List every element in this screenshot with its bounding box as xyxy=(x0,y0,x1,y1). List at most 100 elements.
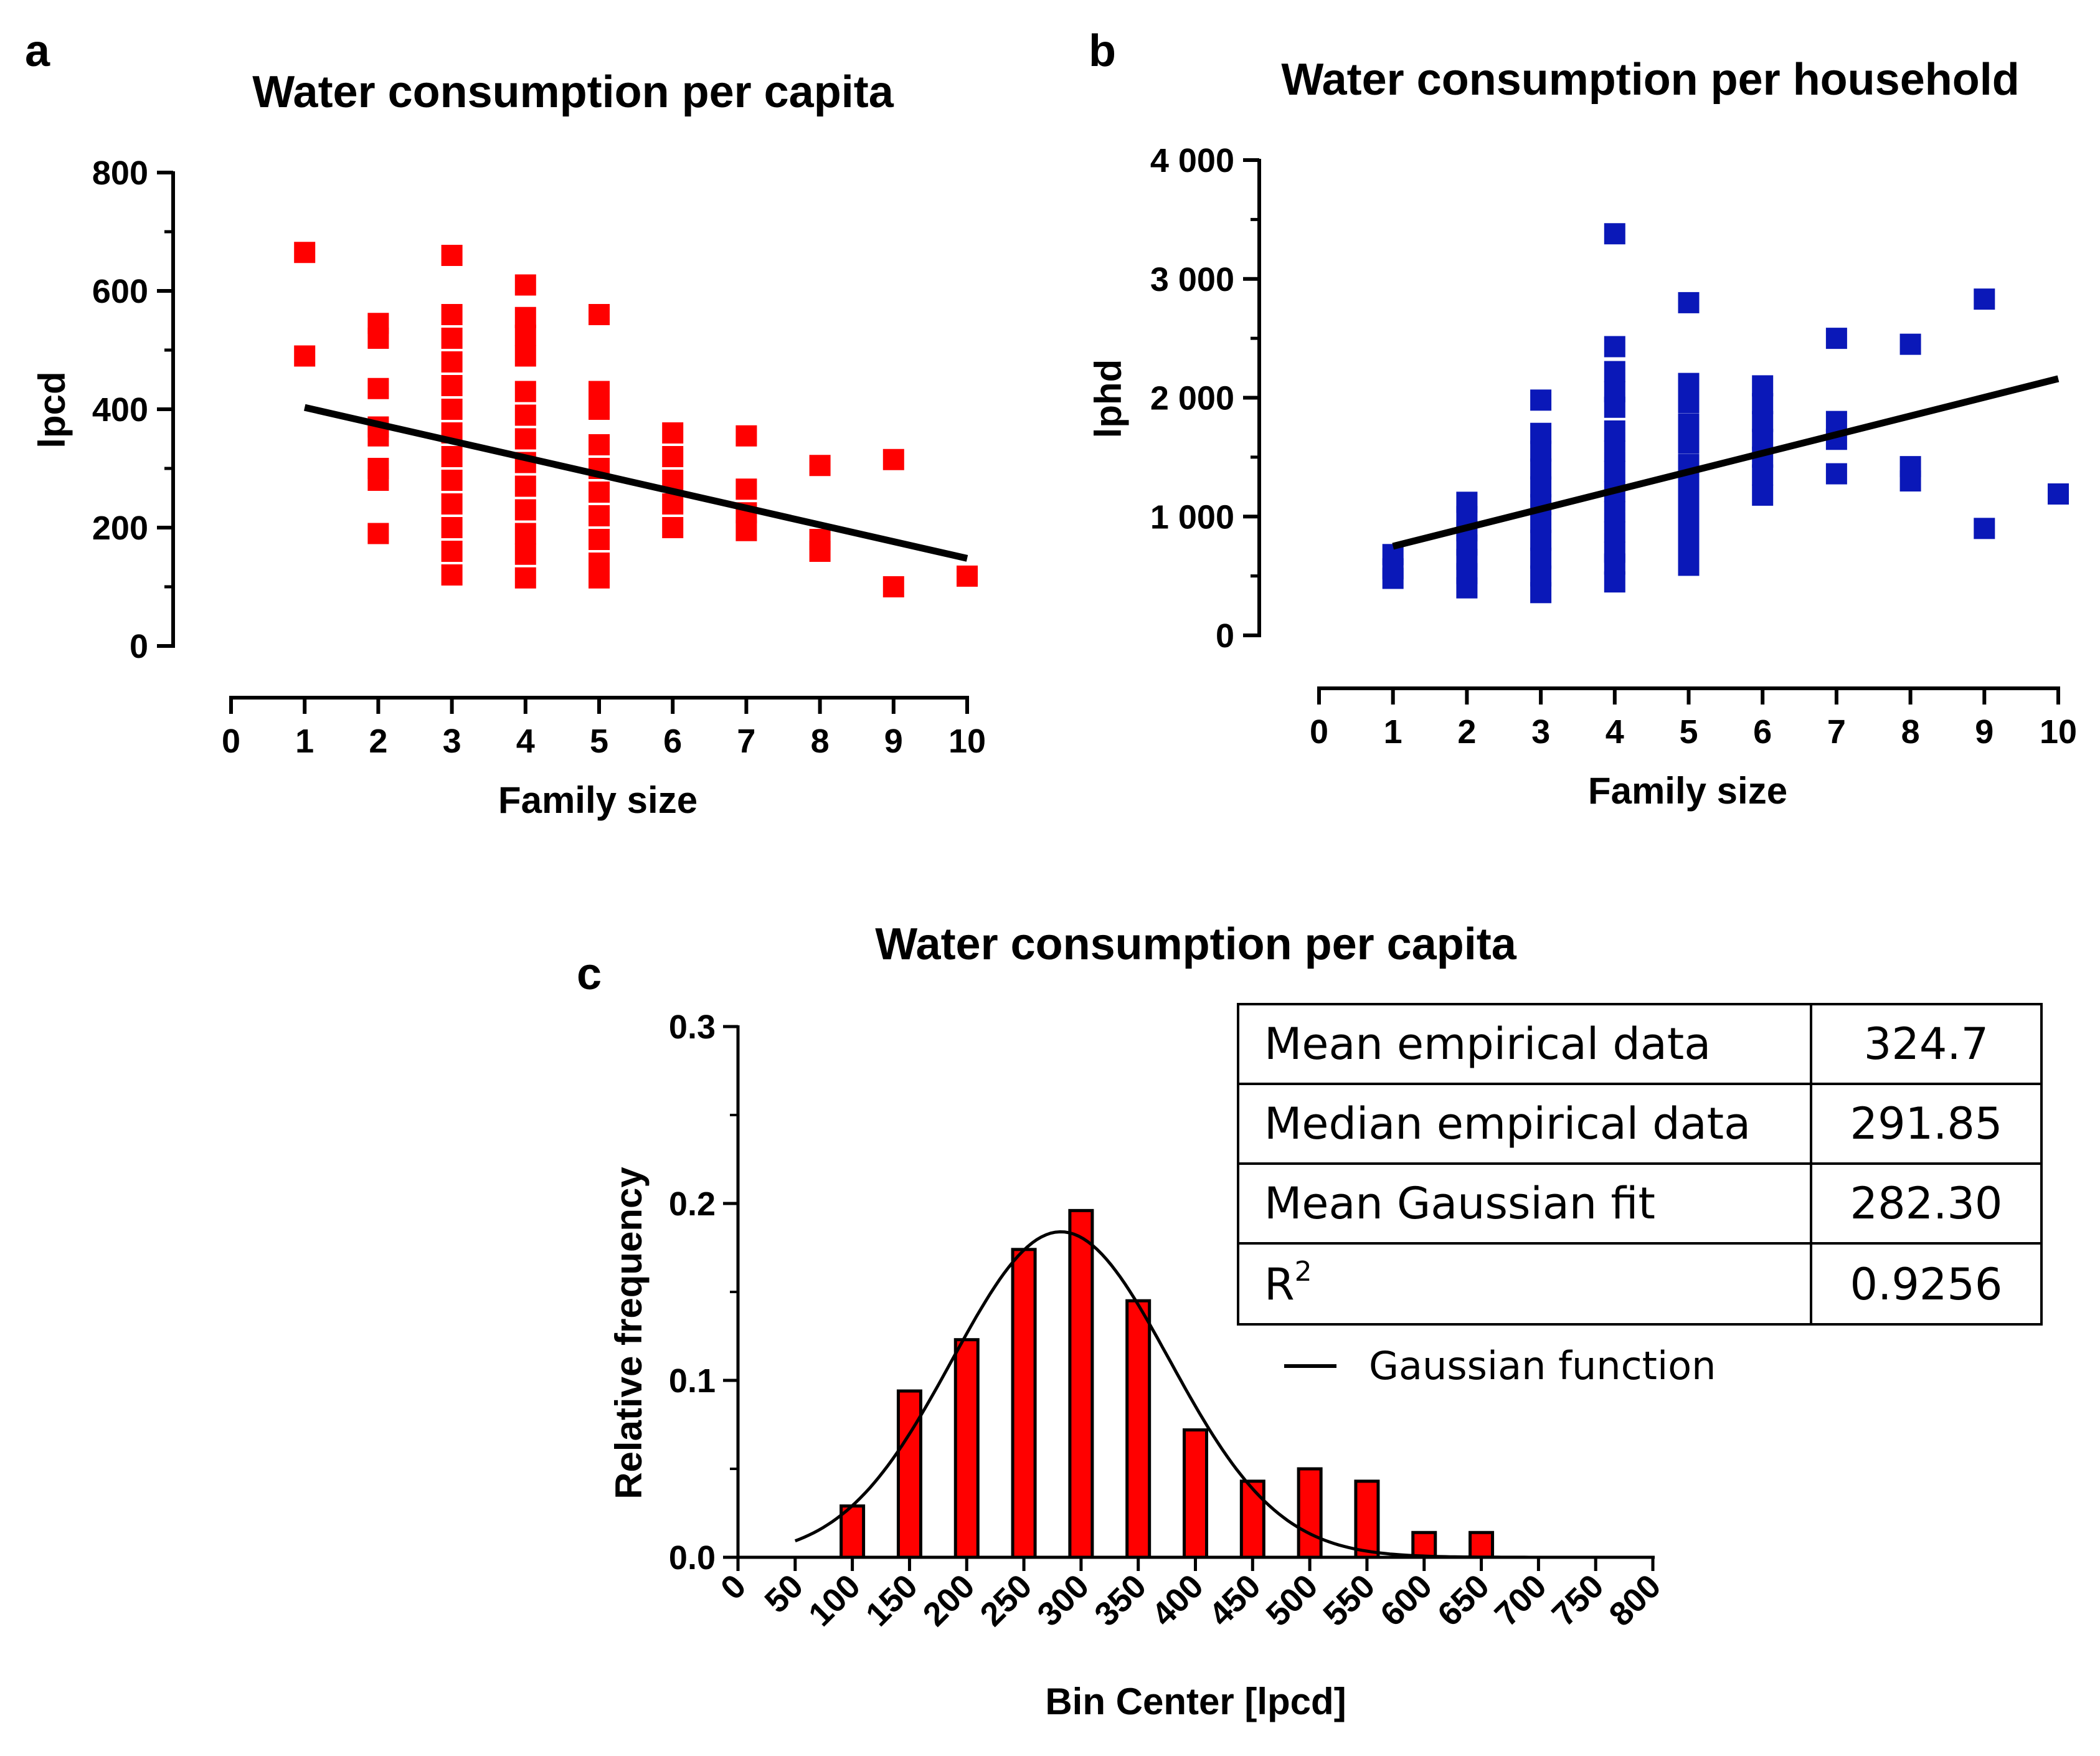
x-tick-label: 100 xyxy=(802,1567,868,1633)
y-tick-label: 3 000 xyxy=(1150,261,1234,298)
data-point xyxy=(367,328,389,349)
x-tick-label: 7 xyxy=(737,723,755,760)
y-tick-label: 800 xyxy=(92,154,148,192)
data-point xyxy=(662,517,684,538)
histogram-bar xyxy=(1297,1467,1323,1559)
data-point xyxy=(809,455,831,477)
y-tick-label: 2 000 xyxy=(1150,380,1234,417)
x-tick-label: 9 xyxy=(884,723,903,760)
data-point xyxy=(1752,411,1774,432)
data-point xyxy=(514,381,536,402)
stats-value-mean-empirical: 324.7 xyxy=(1864,1018,1989,1070)
x-tick-label: 550 xyxy=(1316,1567,1382,1633)
data-point xyxy=(2048,483,2069,505)
data-point xyxy=(1752,375,1774,397)
data-point xyxy=(441,328,463,349)
x-tick-label: 1 xyxy=(1384,713,1402,751)
data-point xyxy=(441,375,463,396)
data-point xyxy=(1604,361,1625,382)
data-point xyxy=(514,306,536,328)
x-tick-label: 650 xyxy=(1431,1567,1497,1633)
data-point xyxy=(441,351,463,373)
panel-c-bars xyxy=(840,1208,1495,1559)
data-point xyxy=(441,541,463,562)
panel-b-letter: b xyxy=(1089,26,1116,76)
x-tick-label: 3 xyxy=(443,723,461,760)
x-tick-label: 4 xyxy=(1606,713,1624,751)
panel-b: b Water consumption per household 0 1 000… xyxy=(1087,26,2077,812)
panel-c-gaussian-curve xyxy=(794,1230,1539,1559)
data-point xyxy=(514,567,536,589)
panel-a-title: Water consumption per capita xyxy=(252,67,894,117)
data-point xyxy=(441,470,463,491)
y-tick-label: 0.3 xyxy=(669,1009,716,1046)
y-tick-label: 200 xyxy=(92,510,148,547)
panel-c-y-axis-label: Relative frequency xyxy=(608,1167,650,1499)
data-point xyxy=(367,470,389,491)
data-point xyxy=(1752,464,1774,486)
data-point xyxy=(662,493,684,515)
x-tick-label: 0 xyxy=(714,1567,754,1607)
y-tick-label: 0 xyxy=(1216,617,1234,655)
stats-value-r-squared: 0.9256 xyxy=(1850,1259,2003,1310)
x-tick-label: 3 xyxy=(1531,713,1550,751)
x-tick-label: 600 xyxy=(1373,1567,1439,1633)
histogram-bar xyxy=(1068,1208,1094,1559)
x-tick-label: 200 xyxy=(916,1567,982,1633)
stats-label-r-superscript: 2 xyxy=(1295,1256,1312,1288)
data-point xyxy=(294,242,316,263)
histogram-bar xyxy=(1011,1248,1037,1559)
panel-b-y-axis-label: lphd xyxy=(1087,359,1129,439)
panel-c-title: Water consumption per capita xyxy=(875,919,1516,969)
panel-b-title: Water consumption per household xyxy=(1281,55,2019,105)
data-point xyxy=(1604,223,1625,245)
panel-b-trend-line xyxy=(1392,375,2060,550)
data-point xyxy=(1752,429,1774,450)
x-tick-label: 750 xyxy=(1545,1567,1611,1633)
data-point xyxy=(1530,511,1552,533)
data-point xyxy=(1530,389,1552,411)
data-point xyxy=(514,499,536,521)
x-tick-label: 2 xyxy=(1457,713,1476,751)
data-point xyxy=(1382,567,1404,589)
histogram-bar xyxy=(1469,1531,1495,1559)
data-point xyxy=(514,523,536,544)
data-point xyxy=(1974,518,1995,539)
x-tick-label: 300 xyxy=(1030,1567,1096,1633)
panel-c-x-axis-label: Bin Center [lpcd] xyxy=(1045,1681,1346,1722)
data-point xyxy=(1678,392,1700,414)
x-tick-label: 4 xyxy=(516,723,535,760)
panel-a-y-axis: 0 200 400 600 800 xyxy=(92,154,175,665)
y-tick-label: 0.1 xyxy=(669,1362,716,1400)
data-point xyxy=(882,576,904,597)
data-point xyxy=(441,399,463,420)
data-point xyxy=(1530,582,1552,604)
data-point xyxy=(441,493,463,515)
data-point xyxy=(735,478,757,500)
x-tick-label: 2 xyxy=(369,723,387,760)
data-point xyxy=(662,446,684,467)
data-point xyxy=(441,517,463,538)
data-point xyxy=(589,529,610,550)
x-tick-label: 500 xyxy=(1259,1567,1325,1633)
data-point xyxy=(514,428,536,450)
data-point xyxy=(1604,420,1625,442)
y-tick-label: 400 xyxy=(92,391,148,429)
x-tick-label: 9 xyxy=(1975,713,1994,751)
data-point xyxy=(589,399,610,420)
data-point xyxy=(1678,473,1700,495)
data-point xyxy=(735,425,757,447)
data-point xyxy=(514,543,536,565)
y-tick-label: 1 000 xyxy=(1150,498,1234,536)
data-point xyxy=(1604,521,1625,543)
data-point xyxy=(294,345,316,367)
histogram-bar xyxy=(1411,1531,1437,1559)
data-point xyxy=(957,565,978,587)
data-point xyxy=(441,446,463,467)
data-point xyxy=(809,541,831,562)
x-tick-label: 8 xyxy=(811,723,830,760)
data-point xyxy=(1678,432,1700,453)
data-point xyxy=(1530,548,1552,569)
